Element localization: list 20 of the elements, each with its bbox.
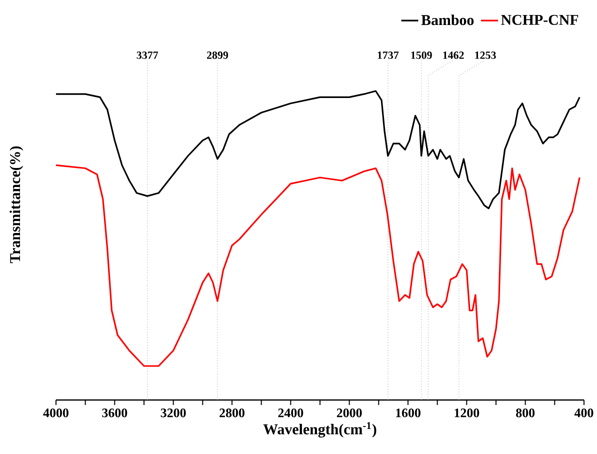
x-tick-label: 3200 xyxy=(160,408,186,418)
x-tick-label: 2000 xyxy=(336,408,362,418)
ref-line-label: 2899 xyxy=(206,52,228,59)
ref-line-label: 3377 xyxy=(136,52,158,59)
x-tick-label: 2400 xyxy=(278,408,304,418)
x-tick-label: 3600 xyxy=(102,408,128,418)
legend-label: Bamboo xyxy=(421,14,474,26)
x-tick-label: 1600 xyxy=(396,408,420,418)
x-tick-label: 800 xyxy=(516,408,535,418)
x-tick-label: 4000 xyxy=(43,408,68,418)
y-axis-title: Transmittance(%) xyxy=(10,146,24,264)
x-tick-label: 1200 xyxy=(454,408,480,418)
legend-label: NCHP-CNF xyxy=(501,14,578,25)
x-tick-label: 400 xyxy=(574,408,594,418)
ref-line-label: 1253 xyxy=(475,52,496,59)
x-tick-label: 2800 xyxy=(220,408,244,418)
ref-line-label: 1509 xyxy=(411,52,432,59)
ref-line-label: 1462 xyxy=(443,52,464,59)
ref-line-label: 1737 xyxy=(378,52,399,59)
x-axis-title: Wavelength(cm$^{-1}$) xyxy=(263,422,376,438)
